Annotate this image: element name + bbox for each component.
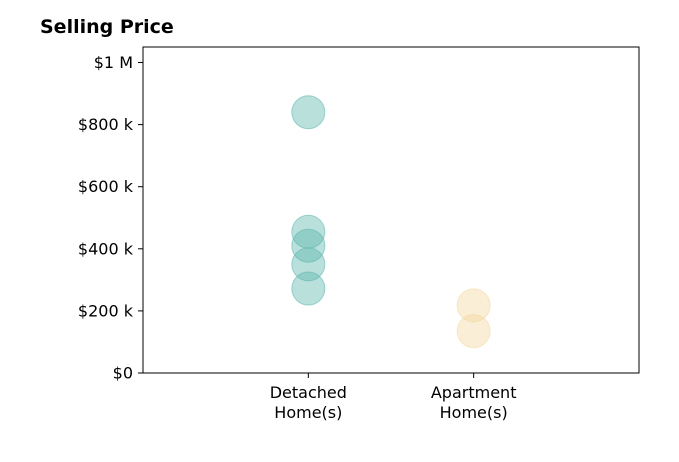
data-point [456,314,491,349]
x-tick-label: Detached Home(s) [270,383,347,422]
y-tick-label: $1 M [94,53,133,72]
y-tick-label: $200 k [78,301,134,320]
data-point [291,247,326,282]
plot-frame [142,46,640,374]
y-tick-label: $800 k [78,115,134,134]
y-tick-label: $0 [113,364,133,383]
data-point [291,95,326,130]
y-axis: $0 $200 k $400 k $600 k $800 k $1 M [78,53,143,383]
x-tick-label: Apartment Home(s) [431,383,517,422]
data-point [456,288,491,323]
chart-title: Selling Price [40,16,174,38]
data-point [291,228,326,263]
data-point [291,271,326,306]
y-tick-label: $400 k [78,239,134,258]
y-tick-label: $600 k [78,177,134,196]
data-points [291,95,491,349]
x-axis: Detached Home(s) Apartment Home(s) [270,373,517,422]
